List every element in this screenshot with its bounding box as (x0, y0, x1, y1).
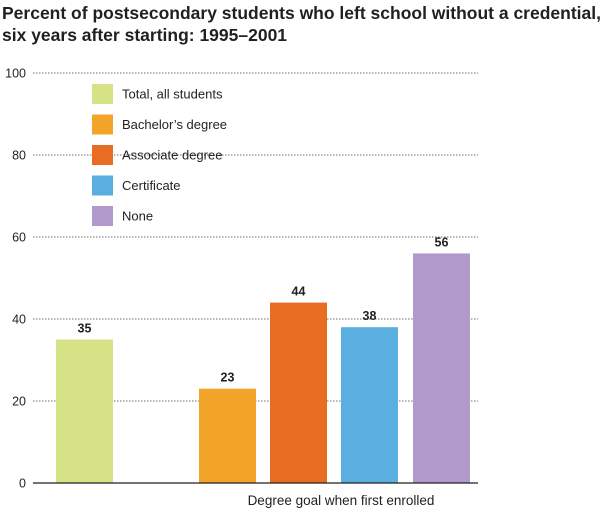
legend-swatch (92, 206, 113, 226)
y-tick-label: 80 (12, 149, 26, 163)
bar-value-label: 56 (435, 235, 449, 249)
legend-label: Bachelor’s degree (122, 117, 227, 132)
bar (270, 302, 327, 483)
y-tick-label: 0 (19, 477, 26, 491)
chart-title-line-2: six years after starting: 1995–2001 (2, 25, 288, 45)
y-tick-label: 40 (12, 313, 26, 327)
legend-swatch (92, 145, 113, 165)
bar-value-label: 23 (221, 371, 235, 385)
bar-value-label: 44 (292, 285, 306, 299)
legend-label: None (122, 209, 153, 224)
bar (199, 388, 256, 483)
y-tick-label: 60 (12, 231, 26, 245)
legend-swatch (92, 84, 113, 104)
legend-label: Certificate (122, 178, 181, 193)
bar (341, 327, 398, 483)
legend-swatch (92, 114, 113, 135)
chart-title-line-1: Percent of postsecondary students who le… (2, 3, 600, 23)
bar (56, 339, 113, 483)
y-axis-ticks: 0 20 40 60 80 100 (5, 67, 26, 491)
legend-label: Associate degree (122, 148, 222, 163)
legend-swatch (92, 175, 113, 196)
legend: Total, all students Bachelor’s degree Asso… (92, 84, 227, 226)
y-tick-label: 100 (5, 67, 26, 81)
bars (56, 253, 470, 483)
bar-value-labels: 35 23 44 38 56 (78, 235, 449, 384)
bar (413, 253, 470, 483)
legend-label: Total, all students (122, 87, 223, 102)
x-axis-label: Degree goal when first enrolled (248, 493, 435, 508)
y-tick-label: 20 (12, 395, 26, 409)
bar-value-label: 38 (363, 309, 377, 323)
bar-value-label: 35 (78, 322, 92, 336)
chart-title: Percent of postsecondary students who le… (2, 2, 600, 46)
